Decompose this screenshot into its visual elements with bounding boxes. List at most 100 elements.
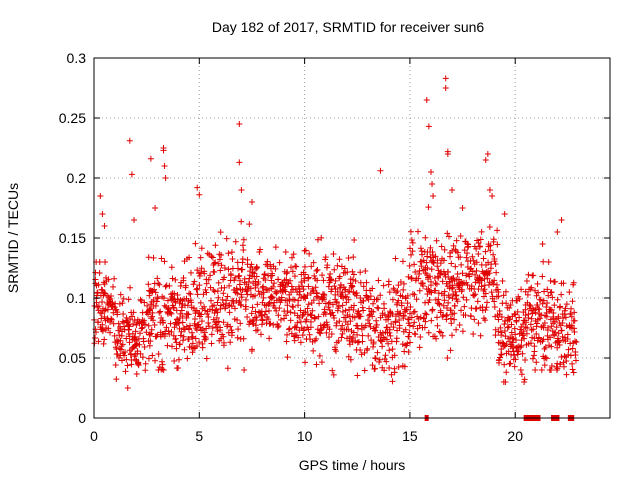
data-point: [470, 257, 477, 264]
data-point: [385, 314, 392, 321]
data-point: [196, 339, 203, 346]
data-point: [566, 289, 573, 296]
data-point: [565, 346, 572, 353]
data-point: [299, 312, 306, 319]
data-point: [301, 277, 308, 284]
data-point: [412, 331, 419, 338]
data-point: [289, 286, 296, 293]
data-point: [456, 321, 463, 328]
data-point: [130, 321, 137, 328]
data-point: [453, 326, 460, 333]
data-point: [162, 328, 169, 335]
data-point: [142, 360, 149, 367]
data-point: [491, 304, 498, 311]
data-point: [501, 361, 508, 368]
data-point: [491, 277, 498, 284]
data-point: [435, 290, 442, 297]
data-point: [333, 322, 340, 329]
data-point: [248, 199, 255, 205]
data-point: [273, 289, 280, 296]
data-point: [404, 292, 411, 299]
data-point: [152, 357, 159, 364]
data-point: [515, 348, 522, 355]
data-point: [452, 263, 459, 270]
data-point: [267, 320, 274, 327]
data-point: [490, 251, 497, 258]
data-point: [406, 262, 413, 269]
data-point: [498, 314, 505, 321]
data-point: [352, 278, 359, 285]
data-point: [536, 315, 543, 322]
data-point: [269, 272, 276, 279]
data-point: [227, 339, 234, 346]
data-point: [252, 308, 259, 315]
data-point: [298, 279, 305, 286]
data-point: [266, 335, 273, 342]
y-tick-label: 0.15: [59, 230, 86, 246]
data-point: [512, 356, 519, 363]
data-point: [274, 324, 281, 331]
data-point: [560, 280, 567, 287]
data-point: [357, 279, 364, 286]
data-point: [558, 291, 565, 298]
data-point: [393, 335, 400, 342]
data-point: [544, 299, 551, 306]
data-point: [160, 295, 167, 302]
data-point: [395, 297, 402, 304]
data-point: [258, 312, 265, 319]
data-point: [276, 305, 283, 312]
data-point: [468, 283, 475, 290]
data-point: [520, 328, 527, 335]
data-point: [199, 326, 206, 333]
data-point: [489, 193, 496, 199]
data-point: [411, 330, 418, 337]
data-point: [171, 290, 178, 297]
data-point: [136, 330, 143, 337]
data-point: [96, 259, 103, 265]
data-point: [235, 273, 242, 280]
data-point: [461, 303, 468, 310]
data-point: [312, 284, 319, 291]
data-point: [331, 266, 338, 273]
data-point: [108, 293, 115, 300]
data-point: [196, 282, 203, 289]
y-tick-labels: 0 0.05 0.1 0.15 0.2 0.25 0.3: [59, 50, 86, 426]
data-point: [284, 331, 291, 338]
data-point: [544, 324, 551, 331]
data-point: [124, 362, 131, 369]
data-point: [441, 246, 448, 253]
data-point: [403, 306, 410, 313]
y-tick-label: 0.3: [67, 50, 87, 66]
x-tick-label: 10: [297, 428, 313, 444]
data-point: [310, 287, 317, 294]
data-point: [453, 237, 460, 244]
data-point: [269, 294, 276, 301]
data-point: [244, 314, 251, 321]
data-point: [97, 193, 104, 199]
data-point: [517, 344, 524, 351]
data-point: [395, 282, 402, 289]
data-point: [433, 281, 440, 288]
data-point: [539, 273, 546, 280]
data-point: [457, 233, 464, 240]
data-point: [235, 326, 242, 333]
series-sun6: [91, 75, 580, 391]
data-point: [302, 271, 309, 278]
data-point: [136, 341, 143, 348]
data-point: [495, 316, 502, 323]
data-point: [422, 310, 429, 317]
data-point: [208, 331, 215, 338]
data-point: [275, 323, 282, 330]
data-point: [419, 251, 426, 258]
data-point: [535, 289, 542, 296]
data-point: [326, 326, 333, 333]
data-point: [175, 320, 182, 327]
data-point: [558, 327, 565, 334]
data-point: [501, 211, 508, 217]
y-tick-label: 0.1: [67, 290, 87, 306]
data-point: [257, 331, 264, 338]
data-point: [518, 286, 525, 293]
data-point: [154, 275, 161, 282]
data-point: [292, 263, 299, 270]
data-point: [541, 362, 548, 369]
